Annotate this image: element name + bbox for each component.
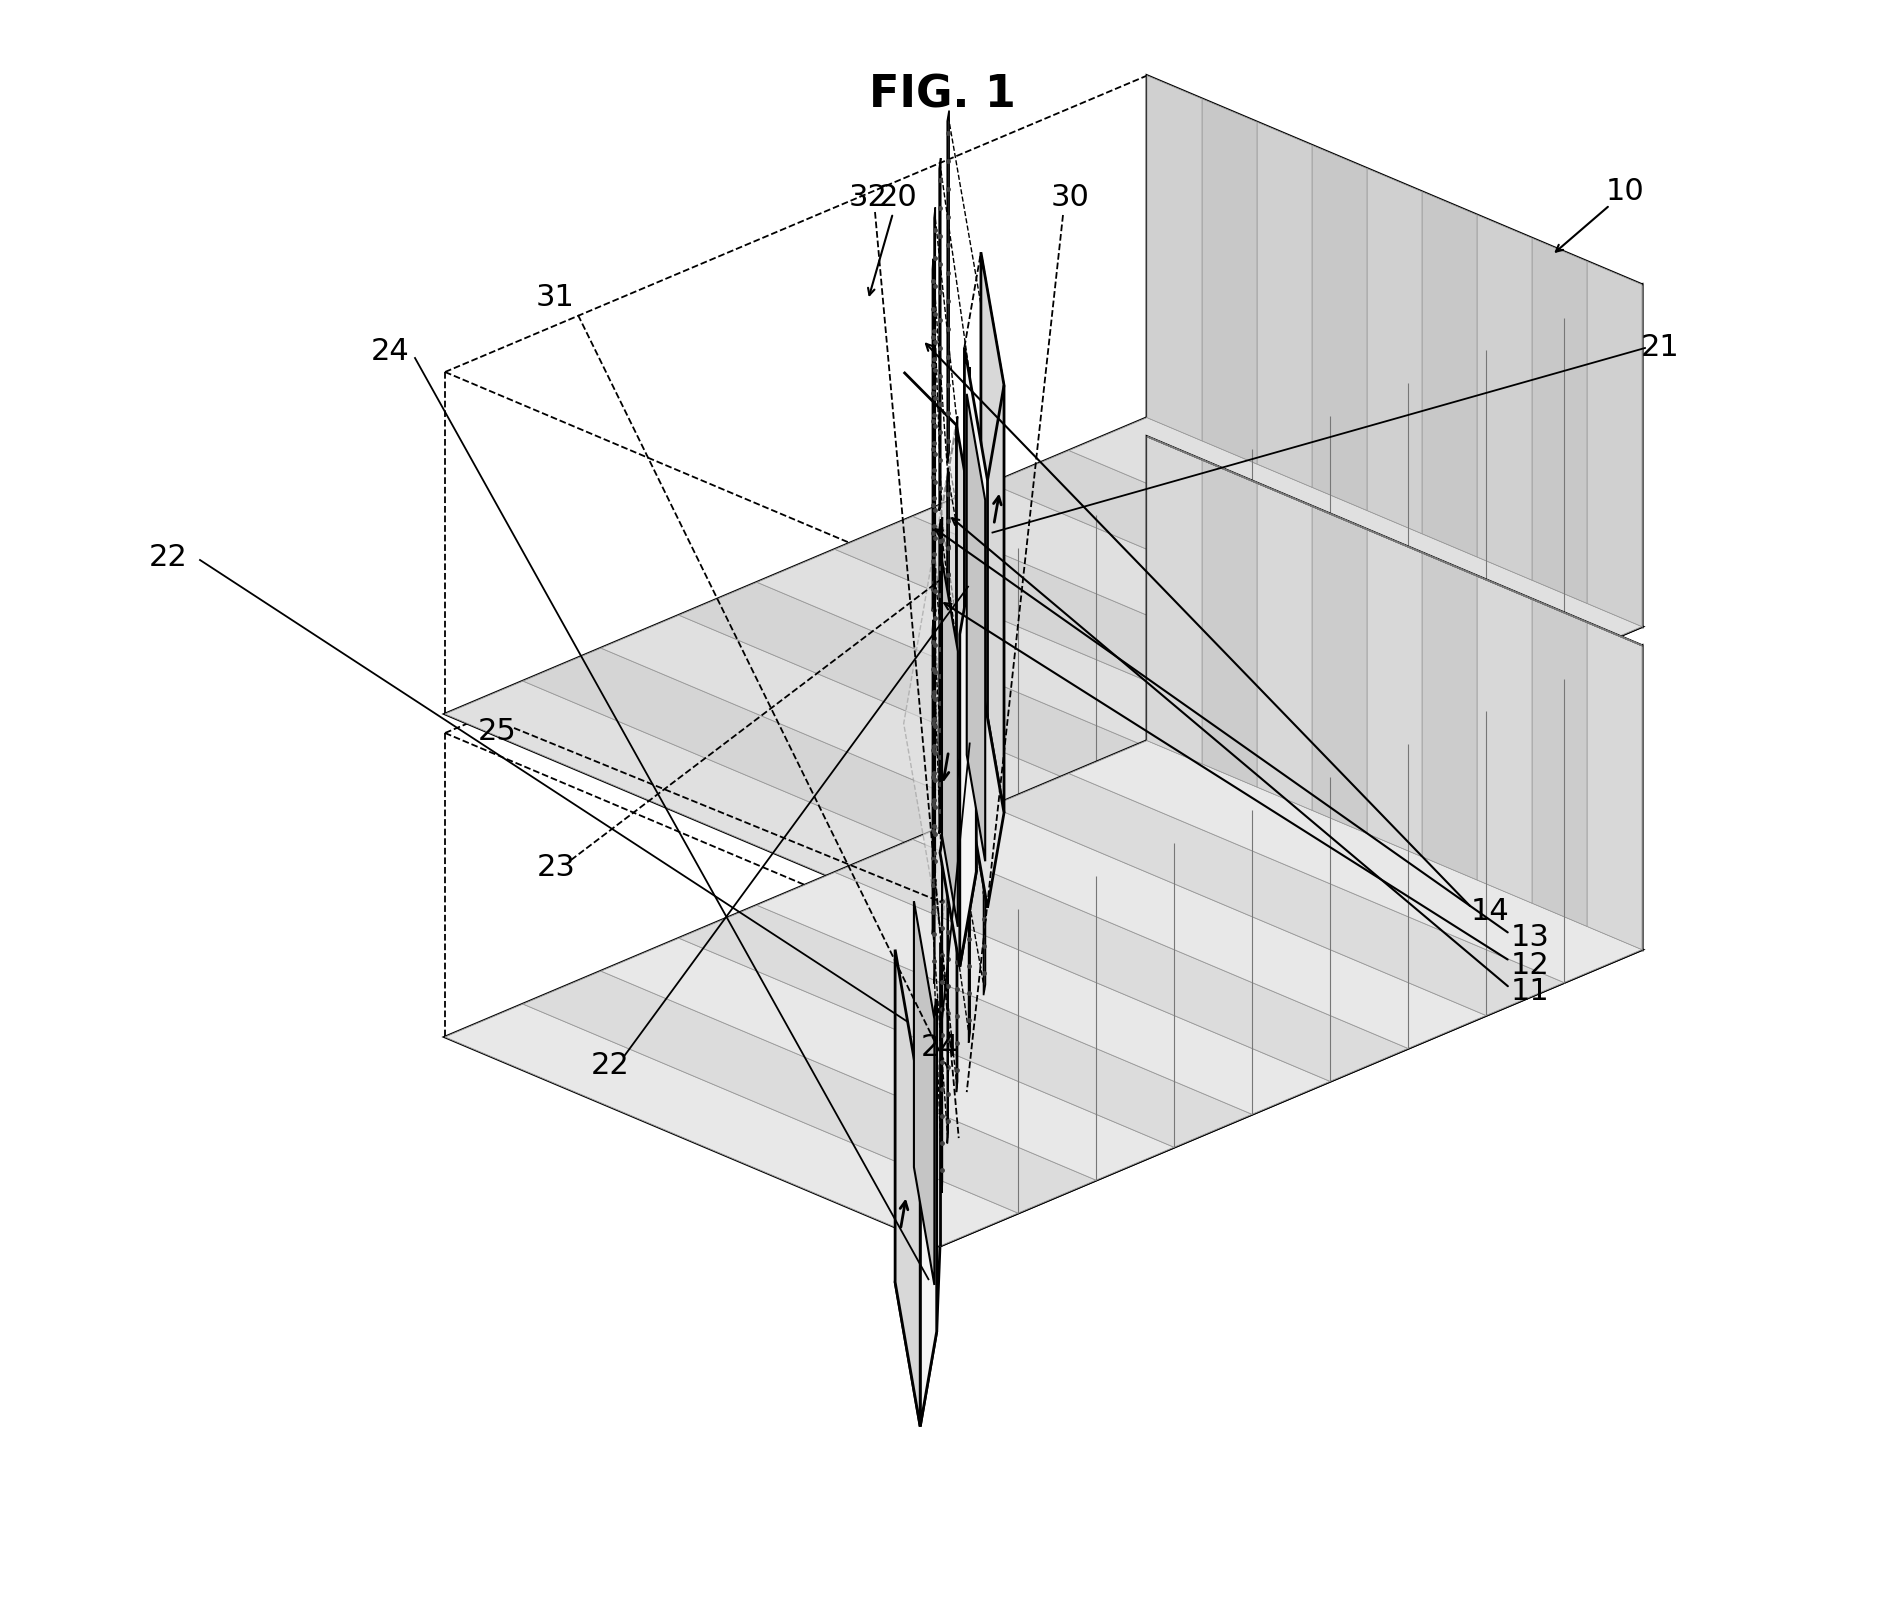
Text: 11: 11 bbox=[1511, 978, 1549, 1007]
Polygon shape bbox=[940, 757, 976, 967]
Polygon shape bbox=[957, 425, 976, 871]
Polygon shape bbox=[757, 873, 1330, 1114]
Polygon shape bbox=[965, 680, 1004, 908]
Text: 24: 24 bbox=[921, 1033, 959, 1062]
Text: 23: 23 bbox=[537, 853, 575, 882]
Text: 31: 31 bbox=[535, 282, 575, 311]
Polygon shape bbox=[1586, 623, 1643, 949]
Polygon shape bbox=[445, 741, 1643, 1246]
Polygon shape bbox=[1257, 483, 1311, 811]
Polygon shape bbox=[895, 1187, 936, 1426]
Text: 14: 14 bbox=[1471, 897, 1509, 926]
Text: 22: 22 bbox=[149, 543, 187, 573]
Polygon shape bbox=[445, 1004, 1017, 1246]
Polygon shape bbox=[1257, 122, 1311, 487]
Polygon shape bbox=[757, 550, 1330, 792]
Polygon shape bbox=[678, 582, 1253, 824]
Polygon shape bbox=[959, 539, 976, 967]
Polygon shape bbox=[1147, 76, 1202, 441]
Polygon shape bbox=[1311, 506, 1368, 834]
Polygon shape bbox=[1311, 146, 1368, 511]
Polygon shape bbox=[1147, 436, 1202, 764]
Polygon shape bbox=[678, 905, 1253, 1147]
Text: 25: 25 bbox=[479, 717, 516, 746]
Polygon shape bbox=[895, 949, 919, 1426]
Polygon shape bbox=[1422, 553, 1477, 879]
Polygon shape bbox=[445, 417, 1643, 923]
Polygon shape bbox=[940, 646, 1643, 1246]
Polygon shape bbox=[1202, 459, 1257, 787]
Polygon shape bbox=[1477, 576, 1532, 903]
Text: 24: 24 bbox=[371, 337, 409, 367]
Polygon shape bbox=[1368, 169, 1422, 534]
Polygon shape bbox=[1068, 741, 1643, 983]
Polygon shape bbox=[524, 972, 1096, 1213]
Text: 20: 20 bbox=[878, 183, 918, 212]
Polygon shape bbox=[914, 806, 1486, 1048]
Text: 12: 12 bbox=[1511, 950, 1549, 980]
Polygon shape bbox=[601, 938, 1174, 1181]
Text: FIG. 1: FIG. 1 bbox=[869, 73, 1015, 117]
Text: 21: 21 bbox=[1641, 334, 1679, 362]
Polygon shape bbox=[904, 427, 991, 933]
Polygon shape bbox=[835, 840, 1407, 1082]
Polygon shape bbox=[919, 999, 936, 1426]
Polygon shape bbox=[991, 774, 1564, 1015]
Polygon shape bbox=[942, 560, 957, 926]
Polygon shape bbox=[965, 347, 987, 908]
Polygon shape bbox=[991, 451, 1564, 693]
Text: 22: 22 bbox=[590, 1051, 629, 1080]
Polygon shape bbox=[914, 902, 934, 1285]
Polygon shape bbox=[1368, 529, 1422, 856]
Polygon shape bbox=[1147, 436, 1643, 949]
Polygon shape bbox=[982, 253, 1004, 813]
Text: 32: 32 bbox=[848, 183, 887, 211]
Polygon shape bbox=[1532, 599, 1586, 926]
Polygon shape bbox=[601, 615, 1174, 856]
Text: 13: 13 bbox=[1511, 923, 1549, 952]
Polygon shape bbox=[940, 284, 1643, 923]
Text: 30: 30 bbox=[1051, 183, 1089, 212]
Polygon shape bbox=[835, 516, 1407, 759]
Polygon shape bbox=[445, 681, 1017, 923]
Polygon shape bbox=[966, 394, 985, 861]
Polygon shape bbox=[1147, 76, 1643, 626]
Text: 10: 10 bbox=[1605, 177, 1645, 206]
Polygon shape bbox=[1477, 216, 1532, 581]
Polygon shape bbox=[1068, 417, 1643, 660]
Polygon shape bbox=[524, 649, 1096, 890]
Polygon shape bbox=[1202, 99, 1257, 464]
Polygon shape bbox=[914, 483, 1486, 725]
Polygon shape bbox=[1422, 191, 1477, 556]
Polygon shape bbox=[1586, 261, 1643, 626]
Polygon shape bbox=[1532, 238, 1586, 603]
